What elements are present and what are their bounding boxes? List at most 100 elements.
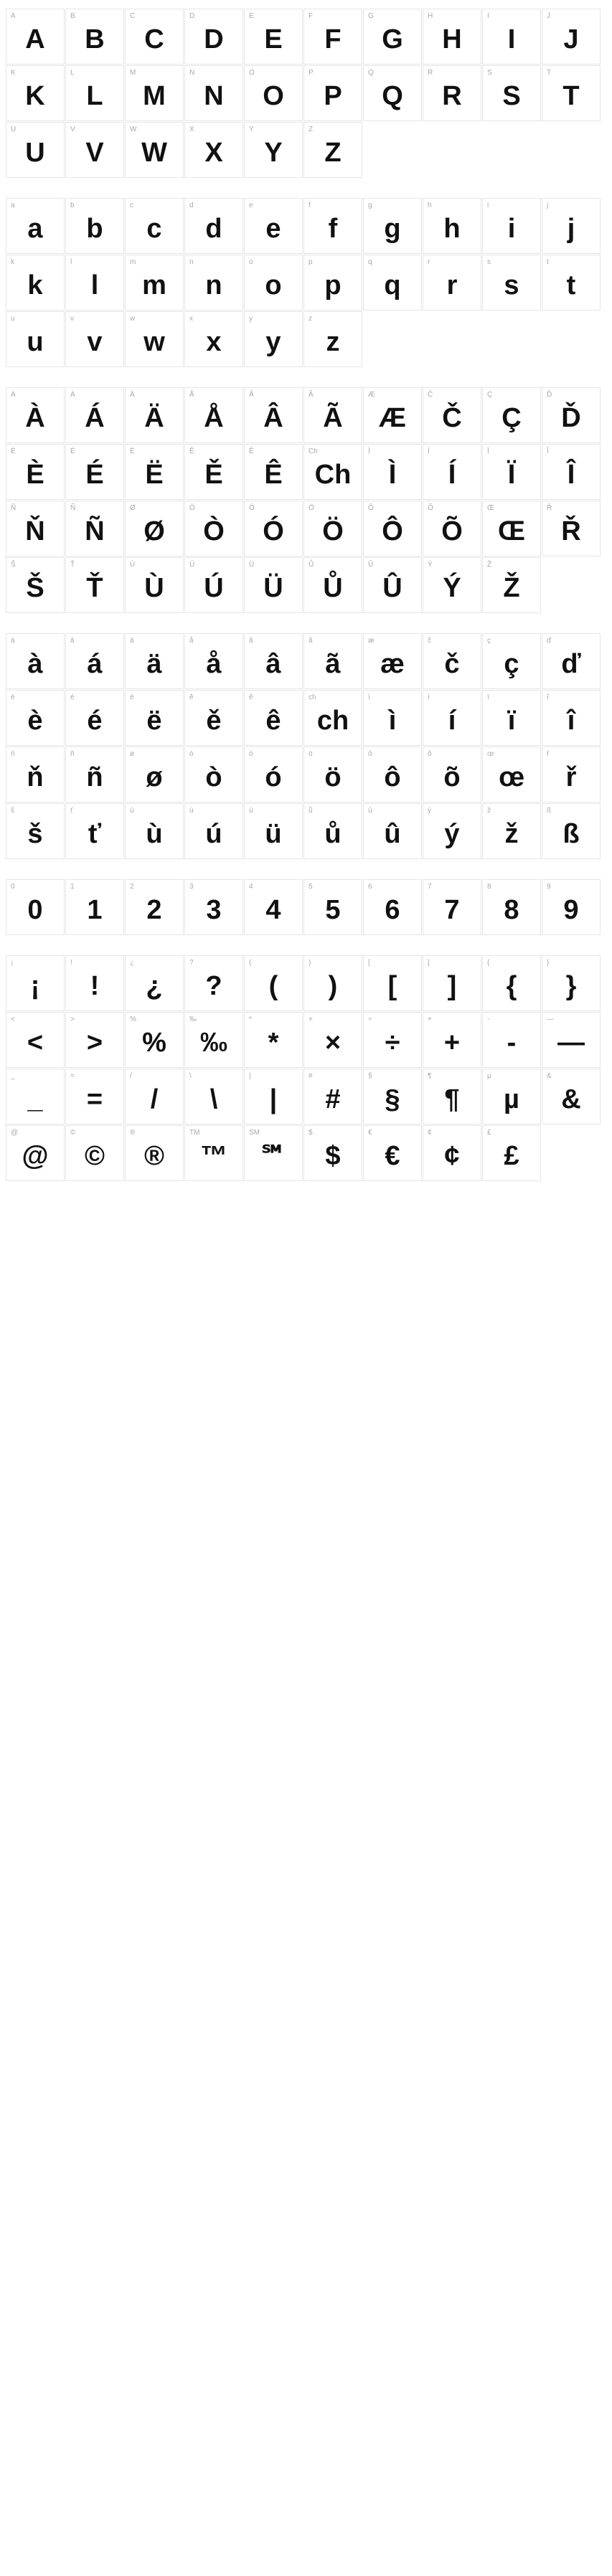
- glyph-cell[interactable]: ××: [303, 1012, 362, 1068]
- glyph-cell[interactable]: úú: [184, 803, 243, 859]
- glyph-cell[interactable]: ÓÓ: [244, 501, 303, 557]
- glyph-cell[interactable]: ==: [65, 1069, 124, 1124]
- glyph-cell[interactable]: 99: [542, 879, 601, 935]
- glyph-cell[interactable]: ÝÝ: [423, 557, 481, 613]
- glyph-cell[interactable]: ss: [482, 255, 541, 311]
- glyph-cell[interactable]: rr: [423, 255, 481, 311]
- glyph-cell[interactable]: ĎĎ: [542, 387, 601, 443]
- glyph-cell[interactable]: ÛÛ: [363, 557, 422, 613]
- glyph-cell[interactable]: ÏÏ: [482, 444, 541, 500]
- glyph-cell[interactable]: ##: [303, 1069, 362, 1124]
- glyph-cell[interactable]: §§: [363, 1069, 422, 1124]
- glyph-cell[interactable]: ¢¢: [423, 1125, 481, 1181]
- glyph-cell[interactable]: chch: [303, 690, 362, 746]
- glyph-cell[interactable]: 44: [244, 879, 303, 935]
- glyph-cell[interactable]: ®®: [125, 1125, 184, 1181]
- glyph-cell[interactable]: !!: [65, 955, 124, 1011]
- glyph-cell[interactable]: ěě: [184, 690, 243, 746]
- glyph-cell[interactable]: aa: [6, 198, 65, 254]
- glyph-cell[interactable]: àà: [6, 633, 65, 689]
- glyph-cell[interactable]: MM: [125, 65, 184, 121]
- glyph-cell[interactable]: çç: [482, 633, 541, 689]
- glyph-cell[interactable]: ¿¿: [125, 955, 184, 1011]
- glyph-cell[interactable]: ChCh: [303, 444, 362, 500]
- glyph-cell[interactable]: YY: [244, 122, 303, 178]
- glyph-cell[interactable]: KK: [6, 65, 65, 121]
- glyph-cell[interactable]: ]]: [423, 955, 481, 1011]
- glyph-cell[interactable]: ťť: [65, 803, 124, 859]
- glyph-cell[interactable]: \\: [184, 1069, 243, 1124]
- glyph-cell[interactable]: ÁÁ: [65, 387, 124, 443]
- glyph-cell[interactable]: ¶¶: [423, 1069, 481, 1124]
- glyph-cell[interactable]: vv: [65, 311, 124, 367]
- glyph-cell[interactable]: BB: [65, 9, 124, 65]
- glyph-cell[interactable]: ÷÷: [363, 1012, 422, 1068]
- glyph-cell[interactable]: 88: [482, 879, 541, 935]
- glyph-cell[interactable]: ýý: [423, 803, 481, 859]
- glyph-cell[interactable]: <<: [6, 1012, 65, 1068]
- glyph-cell[interactable]: ÈÈ: [6, 444, 65, 500]
- glyph-cell[interactable]: 55: [303, 879, 362, 935]
- glyph-cell[interactable]: AA: [6, 9, 65, 65]
- glyph-cell[interactable]: ŘŘ: [542, 501, 601, 557]
- glyph-cell[interactable]: WW: [125, 122, 184, 178]
- glyph-cell[interactable]: gg: [363, 198, 422, 254]
- glyph-cell[interactable]: üü: [244, 803, 303, 859]
- glyph-cell[interactable]: ÕÕ: [423, 501, 481, 557]
- glyph-cell[interactable]: bb: [65, 198, 124, 254]
- glyph-cell[interactable]: ññ: [65, 747, 124, 802]
- glyph-cell[interactable]: ää: [125, 633, 184, 689]
- glyph-cell[interactable]: **: [244, 1012, 303, 1068]
- glyph-cell[interactable]: ÚÚ: [184, 557, 243, 613]
- glyph-cell[interactable]: ++: [423, 1012, 481, 1068]
- glyph-cell[interactable]: oo: [244, 255, 303, 311]
- glyph-cell[interactable]: 22: [125, 879, 184, 935]
- glyph-cell[interactable]: ìì: [363, 690, 422, 746]
- glyph-cell[interactable]: ŽŽ: [482, 557, 541, 613]
- glyph-cell[interactable]: ÄÄ: [125, 387, 184, 443]
- glyph-cell[interactable]: óó: [244, 747, 303, 802]
- glyph-cell[interactable]: kk: [6, 255, 65, 311]
- glyph-cell[interactable]: €€: [363, 1125, 422, 1181]
- glyph-cell[interactable]: øø: [125, 747, 184, 802]
- glyph-cell[interactable]: ĚĚ: [184, 444, 243, 500]
- glyph-cell[interactable]: ‰‰: [184, 1012, 243, 1068]
- glyph-cell[interactable]: ÆÆ: [363, 387, 422, 443]
- glyph-cell[interactable]: QQ: [363, 65, 422, 121]
- glyph-cell[interactable]: }}: [542, 955, 601, 1011]
- glyph-cell[interactable]: ŤŤ: [65, 557, 124, 613]
- glyph-cell[interactable]: ZZ: [303, 122, 362, 178]
- glyph-cell[interactable]: 66: [363, 879, 422, 935]
- glyph-cell[interactable]: TM™: [184, 1125, 243, 1181]
- glyph-cell[interactable]: êê: [244, 690, 303, 746]
- glyph-cell[interactable]: ££: [482, 1125, 541, 1181]
- glyph-cell[interactable]: 11: [65, 879, 124, 935]
- glyph-cell[interactable]: èè: [6, 690, 65, 746]
- glyph-cell[interactable]: ww: [125, 311, 184, 367]
- glyph-cell[interactable]: ÌÌ: [363, 444, 422, 500]
- glyph-cell[interactable]: ||: [244, 1069, 303, 1124]
- glyph-cell[interactable]: &&: [542, 1069, 601, 1124]
- glyph-cell[interactable]: ææ: [363, 633, 422, 689]
- glyph-cell[interactable]: 00: [6, 879, 65, 935]
- glyph-cell[interactable]: œœ: [482, 747, 541, 802]
- glyph-cell[interactable]: ÅÅ: [184, 387, 243, 443]
- glyph-cell[interactable]: CC: [125, 9, 184, 65]
- glyph-cell[interactable]: TT: [542, 65, 601, 121]
- glyph-cell[interactable]: ÇÇ: [482, 387, 541, 443]
- glyph-cell[interactable]: [[: [363, 955, 422, 1011]
- glyph-cell[interactable]: ŠŠ: [6, 557, 65, 613]
- glyph-cell[interactable]: ÒÒ: [184, 501, 243, 557]
- glyph-cell[interactable]: řř: [542, 747, 601, 802]
- glyph-cell[interactable]: áá: [65, 633, 124, 689]
- glyph-cell[interactable]: ČČ: [423, 387, 481, 443]
- glyph-cell[interactable]: ??: [184, 955, 243, 1011]
- glyph-cell[interactable]: )): [303, 955, 362, 1011]
- glyph-cell[interactable]: UU: [6, 122, 65, 178]
- glyph-cell[interactable]: ßß: [542, 803, 601, 859]
- glyph-cell[interactable]: >>: [65, 1012, 124, 1068]
- glyph-cell[interactable]: µµ: [482, 1069, 541, 1124]
- glyph-cell[interactable]: //: [125, 1069, 184, 1124]
- glyph-cell[interactable]: --: [482, 1012, 541, 1068]
- glyph-cell[interactable]: ÀÀ: [6, 387, 65, 443]
